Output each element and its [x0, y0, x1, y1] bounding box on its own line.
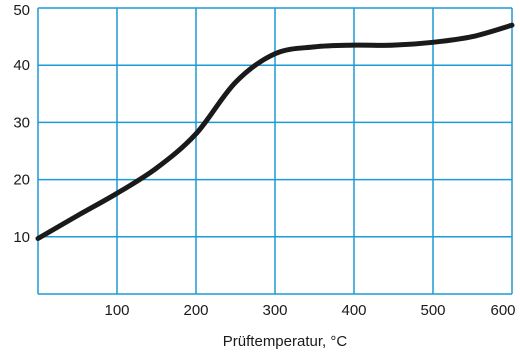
y-tick-label: 50 [13, 2, 30, 19]
x-tick-label: 300 [262, 302, 287, 319]
x-tick-label: 600 [490, 302, 515, 319]
series-line [35, 22, 515, 242]
x-tick-label: 400 [341, 302, 366, 319]
tick-labels: 100 200 300 400 500 600 10 20 30 40 50 [13, 2, 515, 319]
x-tick-label: 500 [420, 302, 445, 319]
y-tick-label: 40 [13, 57, 30, 74]
x-tick-label: 100 [104, 302, 129, 319]
y-tick-label: 30 [13, 114, 30, 131]
grid-lines [37, 7, 513, 295]
x-tick-label: 200 [183, 302, 208, 319]
x-axis-title: Prüftemperatur, °C [223, 333, 348, 350]
data-series [35, 22, 515, 242]
y-tick-label: 20 [13, 172, 30, 189]
y-tick-label: 10 [13, 229, 30, 246]
